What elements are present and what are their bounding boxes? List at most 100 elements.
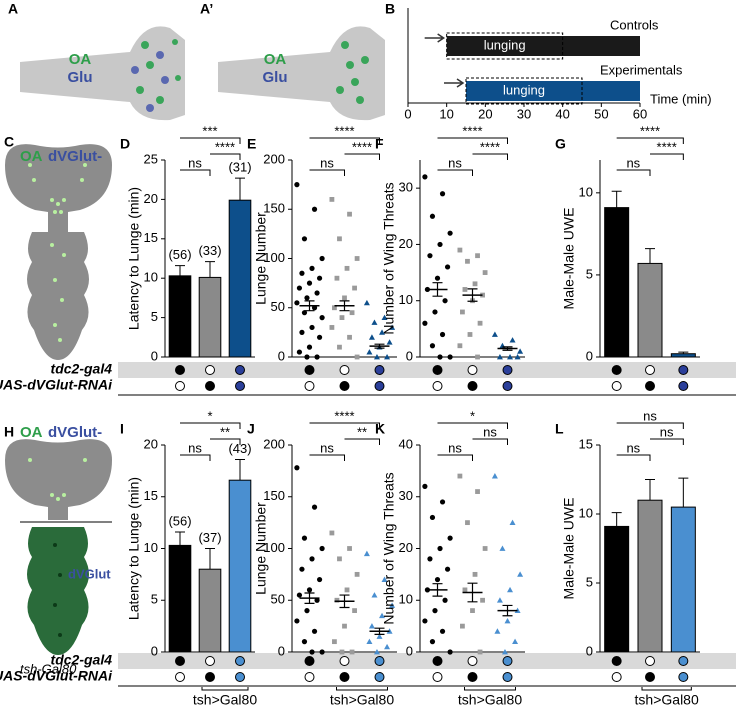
panel-label: E [247,136,256,152]
genotype-dot [304,672,315,682]
panel-label: K [375,421,385,437]
series-label: Controls [610,17,659,32]
oa-label: OA [20,148,43,165]
point [299,566,305,572]
point [332,639,337,645]
panel-label: H [4,424,14,440]
oa-label: OA [264,51,287,68]
point [389,602,396,608]
y-tick-label: 15 [144,488,158,503]
panel-label: D [120,136,130,152]
point [447,535,453,541]
point [319,545,325,552]
bar [670,506,696,653]
point [384,643,391,650]
error-bar [467,288,478,302]
sig-bracket [210,438,241,445]
point [465,258,470,264]
point [386,339,393,345]
point [429,639,436,645]
point [314,354,320,360]
diagram-a [20,26,385,121]
x-tick-label: 10 [439,106,453,121]
window [446,32,564,60]
point [376,633,383,639]
dvglut-label: dVGlut [68,566,111,581]
point [366,349,373,355]
y-tick-label: 5 [151,309,158,324]
sig-label: **** [352,139,372,154]
sig-label: **** [480,139,500,154]
panel-label: A [8,1,18,17]
sig-label: **** [657,139,677,154]
point [512,638,519,645]
point [354,571,360,577]
error-bar [175,531,185,546]
y-axis-label: Latency to Lunge (min) [126,477,142,620]
point [354,256,360,261]
bar [637,499,663,653]
x-tick-label: 0 [404,106,411,121]
rescue-bracket [464,687,516,691]
point [496,597,503,603]
bar [228,479,252,653]
error-bar [205,548,215,570]
genotype-dot [304,656,315,666]
dvglut-label: dVGlut- [48,148,102,165]
point [507,586,514,593]
genotype-band [118,362,736,378]
point [344,265,350,271]
y-tick-label: 20 [399,236,413,251]
sig-bracket [437,169,473,176]
n-label: (33) [198,243,221,258]
point [306,280,313,286]
genotype-dot [645,656,655,666]
point [467,332,473,337]
point [294,465,300,471]
genotype-dot [678,672,689,682]
error-bar [502,346,513,351]
point [477,649,483,655]
point [462,287,468,292]
y-tick-label: 40 [399,436,413,451]
sig-label: **** [334,123,354,138]
tsh-label: tsh-Gal80 [20,661,77,676]
genotype-label: UAS-dVGlut-RNAi [0,377,113,393]
y-tick-label: 25 [144,151,158,166]
point [439,499,446,505]
point [309,265,315,271]
sig-bracket [616,422,684,429]
bar [168,275,192,358]
sig-label: ** [357,424,367,439]
error-bar [235,458,245,481]
bar [604,207,630,358]
genotype-dot [432,365,443,375]
point [444,264,451,270]
sig-bracket [309,422,380,429]
panel-label: I [120,421,124,437]
genotype-dot [374,365,385,375]
genotype-dot [205,365,215,375]
point [339,649,345,655]
point [363,550,370,557]
point [384,354,391,360]
y-tick-label: 10 [144,270,158,285]
genotype-dot [611,365,622,375]
arrow [444,78,465,88]
genotype-dot [205,381,215,391]
point [437,354,443,360]
point [337,556,342,562]
point [482,270,488,275]
sig-label: * [207,408,212,423]
genotype-dot [175,365,185,375]
error-bar [432,583,443,597]
y-tick-label: 20 [144,191,158,206]
error-bar [432,282,443,297]
x-axis-label: Time (min) [650,91,712,106]
x-tick-label: 50 [594,106,608,121]
y-tick-label: 15 [144,230,158,245]
point [294,300,300,306]
point [507,354,514,360]
point [472,571,478,577]
